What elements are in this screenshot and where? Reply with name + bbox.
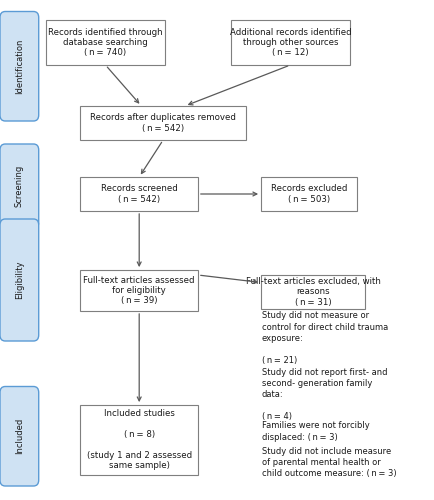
- FancyBboxPatch shape: [80, 270, 197, 311]
- FancyBboxPatch shape: [46, 20, 165, 65]
- FancyBboxPatch shape: [0, 219, 39, 341]
- FancyBboxPatch shape: [0, 12, 39, 121]
- FancyBboxPatch shape: [0, 386, 39, 486]
- Text: Eligibility: Eligibility: [15, 261, 24, 299]
- Text: Study did not measure or
control for direct child trauma
exposure:

( n = 21): Study did not measure or control for dir…: [261, 312, 387, 365]
- Text: Additional records identified
through other sources
( n = 12): Additional records identified through ot…: [229, 28, 350, 58]
- Text: Screening: Screening: [15, 165, 24, 208]
- Text: Records identified through
database searching
( n = 740): Records identified through database sear…: [48, 28, 162, 58]
- Text: Full-text articles excluded, with
reasons
( n = 31): Full-text articles excluded, with reason…: [245, 277, 380, 307]
- Text: Study did not report first- and
second- generation family
data:

( n = 4): Study did not report first- and second- …: [261, 368, 387, 422]
- Text: Records after duplicates removed
( n = 542): Records after duplicates removed ( n = 5…: [90, 114, 236, 132]
- Text: Identification: Identification: [15, 38, 24, 94]
- FancyBboxPatch shape: [80, 106, 245, 140]
- FancyBboxPatch shape: [0, 144, 39, 228]
- FancyBboxPatch shape: [80, 177, 197, 211]
- FancyBboxPatch shape: [260, 177, 356, 211]
- Text: Full-text articles assessed
for eligibility
( n = 39): Full-text articles assessed for eligibil…: [83, 276, 194, 306]
- FancyBboxPatch shape: [80, 405, 197, 475]
- Text: Records screened
( n = 542): Records screened ( n = 542): [101, 184, 177, 204]
- Text: Included: Included: [15, 418, 24, 455]
- Text: Families were not forcibly
displaced: ( n = 3): Families were not forcibly displaced: ( …: [261, 422, 369, 442]
- Text: Records excluded
( n = 503): Records excluded ( n = 503): [270, 184, 346, 204]
- FancyBboxPatch shape: [230, 20, 349, 65]
- FancyBboxPatch shape: [260, 275, 365, 309]
- Text: Study did not include measure
of parental mental health or
child outcome measure: Study did not include measure of parenta…: [261, 446, 395, 478]
- Text: Included studies

( n = 8)

(study 1 and 2 assessed
same sample): Included studies ( n = 8) (study 1 and 2…: [86, 410, 191, 470]
